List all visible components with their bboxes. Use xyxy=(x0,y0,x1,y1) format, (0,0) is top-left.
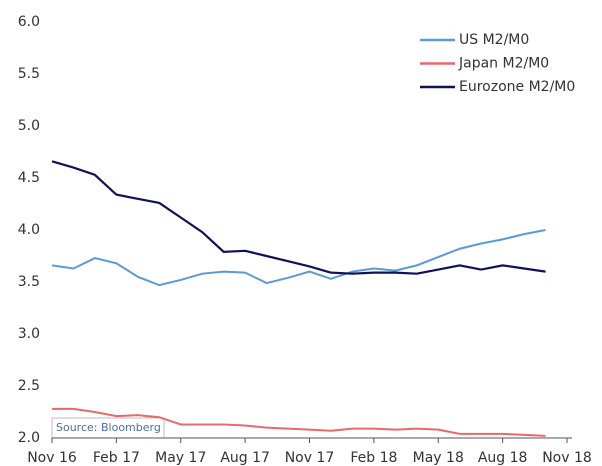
y-tick-label: 3.0 xyxy=(18,326,40,342)
y-tick-label: 6.0 xyxy=(18,14,40,30)
x-tick-label: Nov 16 xyxy=(27,450,77,466)
series-line xyxy=(52,407,546,437)
y-tick-label: 2.0 xyxy=(18,430,40,446)
x-tick-label: Feb 17 xyxy=(93,450,140,466)
x-tick-label: Nov 17 xyxy=(285,450,335,466)
series-line xyxy=(51,160,546,275)
y-tick-label: 3.5 xyxy=(18,274,40,290)
x-tick-label: May 18 xyxy=(413,450,464,466)
y-tick-label: 2.5 xyxy=(18,378,40,394)
x-tick-label: Feb 18 xyxy=(350,450,397,466)
y-tick-label: 4.5 xyxy=(18,170,40,186)
x-tick-label: May 17 xyxy=(155,450,206,466)
y-tick-label: 5.0 xyxy=(18,118,40,134)
x-tick-label: Nov 18 xyxy=(542,450,592,466)
legend-label: Eurozone M2/M0 xyxy=(459,79,575,95)
series-line xyxy=(51,229,546,287)
y-tick-label: 4.0 xyxy=(18,222,40,238)
y-tick-label: 5.5 xyxy=(18,66,40,82)
source-note: Source: Bloomberg xyxy=(56,421,161,434)
legend-label: US M2/M0 xyxy=(459,32,529,48)
x-tick-label: Aug 17 xyxy=(220,450,270,466)
legend-label: Japan M2/M0 xyxy=(458,56,549,72)
x-tick-label: Aug 18 xyxy=(478,450,528,466)
